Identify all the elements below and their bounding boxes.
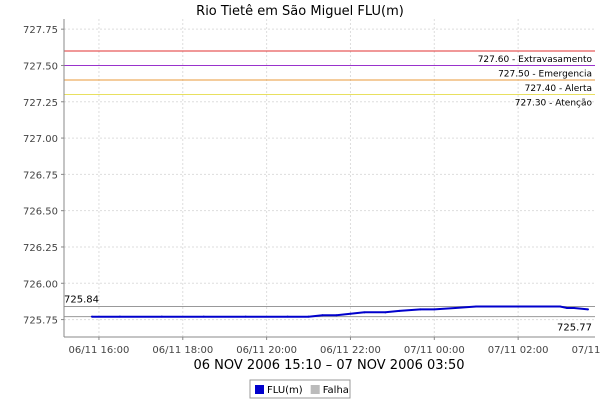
data-point xyxy=(517,305,520,308)
threshold-lines: 727.60 - Extravasamento 727.50 - Emergenc… xyxy=(64,50,595,109)
y-tick-label: 726.75 xyxy=(23,170,58,181)
y-tick-label: 727.00 xyxy=(23,134,58,145)
max-marker-label: 725.84 xyxy=(64,295,99,306)
data-point xyxy=(475,305,478,308)
chart-title: Rio Tietê em São Miguel FLU(m) xyxy=(196,4,404,19)
data-point xyxy=(398,309,401,312)
legend: FLU(m) Falha xyxy=(249,379,351,399)
min-marker-label: 725.77 xyxy=(557,323,592,334)
y-tick-label: 726.50 xyxy=(23,207,58,218)
x-tick-label: 07/11 04:00 xyxy=(572,345,600,356)
legend-swatch xyxy=(310,385,320,394)
y-tick-label: 726.00 xyxy=(23,279,58,290)
data-point xyxy=(335,314,338,317)
x-tick-label: 06/11 18:00 xyxy=(152,345,213,356)
threshold-label: 727.30 - Atenção xyxy=(515,99,593,109)
data-point xyxy=(286,315,289,318)
data-point xyxy=(559,305,562,308)
data-point xyxy=(349,312,352,315)
y-tick-label: 727.25 xyxy=(23,98,58,109)
x-tick-label: 06/11 20:00 xyxy=(236,345,297,356)
threshold-label: 727.40 - Alerta xyxy=(525,84,592,94)
chart-subtitle: 06 NOV 2006 15:10 – 07 NOV 2006 03:50 xyxy=(194,358,465,373)
data-point xyxy=(496,305,499,308)
data-point xyxy=(202,315,205,318)
axes: 725.75 726.00 726.25 726.50 726.75 727.00 727.… xyxy=(23,19,600,356)
data-point xyxy=(384,311,387,314)
x-tick-label: 07/11 00:00 xyxy=(404,345,465,356)
x-tick-label: 07/11 02:00 xyxy=(488,345,549,356)
series-layer xyxy=(90,305,590,318)
data-point xyxy=(244,315,247,318)
data-point xyxy=(363,311,366,314)
data-point xyxy=(419,308,422,311)
legend-swatch xyxy=(255,385,264,394)
data-point xyxy=(90,315,93,318)
y-tick-label: 727.75 xyxy=(23,25,58,36)
series-line-flu xyxy=(91,305,589,318)
data-point xyxy=(160,315,163,318)
legend-box xyxy=(249,379,351,399)
y-tick-label: 725.75 xyxy=(23,316,58,327)
x-tick-label: 06/11 16:00 xyxy=(69,345,130,356)
plot-area xyxy=(64,19,595,337)
data-point xyxy=(587,308,590,311)
legend-label: FLU(m) xyxy=(267,385,303,396)
data-point xyxy=(454,306,457,309)
data-point xyxy=(566,306,569,309)
x-tick-label: 06/11 22:00 xyxy=(320,345,381,356)
data-point xyxy=(307,315,310,318)
legend-label: Falha xyxy=(323,385,349,396)
threshold-label: 727.60 - Extravasamento xyxy=(478,55,593,65)
data-point xyxy=(573,306,576,309)
data-point xyxy=(118,315,121,318)
data-point xyxy=(321,314,324,317)
y-tick-label: 727.50 xyxy=(23,61,58,72)
y-tick-label: 726.25 xyxy=(23,243,58,254)
threshold-label: 727.50 - Emergencia xyxy=(498,69,592,79)
data-point xyxy=(433,308,436,311)
data-point xyxy=(538,305,541,308)
